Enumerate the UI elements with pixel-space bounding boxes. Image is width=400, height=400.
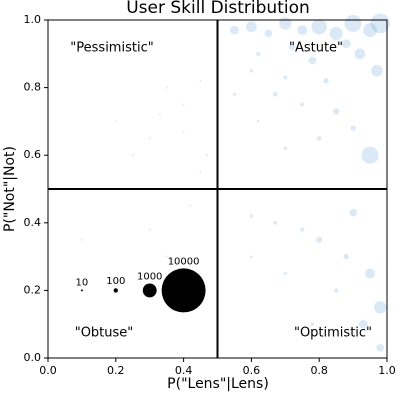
bubble xyxy=(114,120,117,123)
bubble xyxy=(333,108,340,115)
bubble xyxy=(308,56,317,65)
bubble xyxy=(358,319,368,329)
bubble xyxy=(363,23,378,38)
bubble xyxy=(246,21,257,33)
bubble xyxy=(148,137,151,140)
size-legend-label: 1000 xyxy=(137,271,162,282)
y-tick-label: 1.0 xyxy=(24,13,42,26)
bubble xyxy=(344,14,362,32)
x-tick-label: 0.2 xyxy=(107,364,125,377)
y-tick-label: 0.8 xyxy=(24,81,42,94)
quadrant-label: "Astute" xyxy=(289,41,343,56)
size-legend-bubble xyxy=(161,268,206,313)
bubble xyxy=(279,17,292,30)
bubble xyxy=(249,214,254,218)
bubble xyxy=(329,26,343,41)
bubble xyxy=(199,79,202,82)
bubble xyxy=(311,19,327,35)
bubble xyxy=(323,78,329,84)
bubble xyxy=(283,271,287,276)
bubble xyxy=(297,25,308,36)
bubble xyxy=(80,238,83,241)
bubble xyxy=(182,130,185,133)
plot-frame xyxy=(47,19,388,359)
size-legend-label: 10000 xyxy=(168,256,200,267)
y-tick-label: 0.4 xyxy=(24,216,42,229)
bubble xyxy=(354,48,366,60)
bubble xyxy=(317,136,322,141)
x-tick-label: 0.4 xyxy=(175,364,193,377)
bubble xyxy=(283,75,288,80)
bubble xyxy=(361,146,379,164)
bubble xyxy=(232,92,237,96)
y-tick-label: 0.2 xyxy=(24,283,42,296)
size-legend-label: 10 xyxy=(76,278,89,289)
bubble xyxy=(371,64,383,77)
y-axis-label: P("Not"|Not) xyxy=(2,146,18,232)
bubble xyxy=(199,171,202,174)
bubble xyxy=(165,86,168,89)
bubble xyxy=(310,322,315,326)
y-tick-label: 0.0 xyxy=(24,351,42,364)
bubble xyxy=(206,154,209,157)
bubble xyxy=(300,102,305,107)
x-tick-label: 1.0 xyxy=(378,364,396,377)
bubble xyxy=(341,39,351,49)
y-tick-label: 0.6 xyxy=(24,148,42,161)
size-legend-bubble xyxy=(80,289,83,292)
quadrant-label: "Pessimistic" xyxy=(70,41,153,56)
bubble xyxy=(272,92,278,97)
bubble xyxy=(376,344,385,352)
bubble xyxy=(273,220,278,225)
bubble xyxy=(131,154,134,157)
bubble xyxy=(288,43,296,51)
bubble xyxy=(349,208,357,217)
bubble xyxy=(300,227,305,232)
bubble xyxy=(165,255,168,258)
x-tick-label: 0.0 xyxy=(39,364,57,377)
bubble xyxy=(350,125,356,131)
bubble xyxy=(256,120,260,123)
bubble xyxy=(182,103,185,106)
bubble xyxy=(158,113,161,116)
size-legend-bubble xyxy=(113,288,119,293)
bubble xyxy=(316,236,323,243)
bubble xyxy=(250,255,253,258)
bubble xyxy=(189,204,192,207)
bubble xyxy=(365,268,375,279)
bubble xyxy=(255,51,261,56)
bubble xyxy=(333,288,339,293)
x-axis-label: P("Lens"|Lens) xyxy=(167,376,269,392)
size-legend-bubble xyxy=(142,283,157,298)
chart-title: User Skill Distribution xyxy=(126,0,310,18)
x-tick-label: 0.8 xyxy=(310,364,328,377)
x-tick-label: 0.6 xyxy=(243,364,261,377)
bubble xyxy=(283,146,288,151)
quadrant-label: "Optimistic" xyxy=(294,326,372,341)
bubble xyxy=(373,301,387,314)
bubble xyxy=(230,25,239,35)
bubble xyxy=(343,253,350,260)
bubble xyxy=(370,13,391,34)
bubble xyxy=(249,68,254,73)
bubble xyxy=(148,228,151,231)
quadrant-label: "Obtuse" xyxy=(75,326,134,341)
bubble xyxy=(264,29,273,38)
size-legend-label: 100 xyxy=(106,276,125,287)
